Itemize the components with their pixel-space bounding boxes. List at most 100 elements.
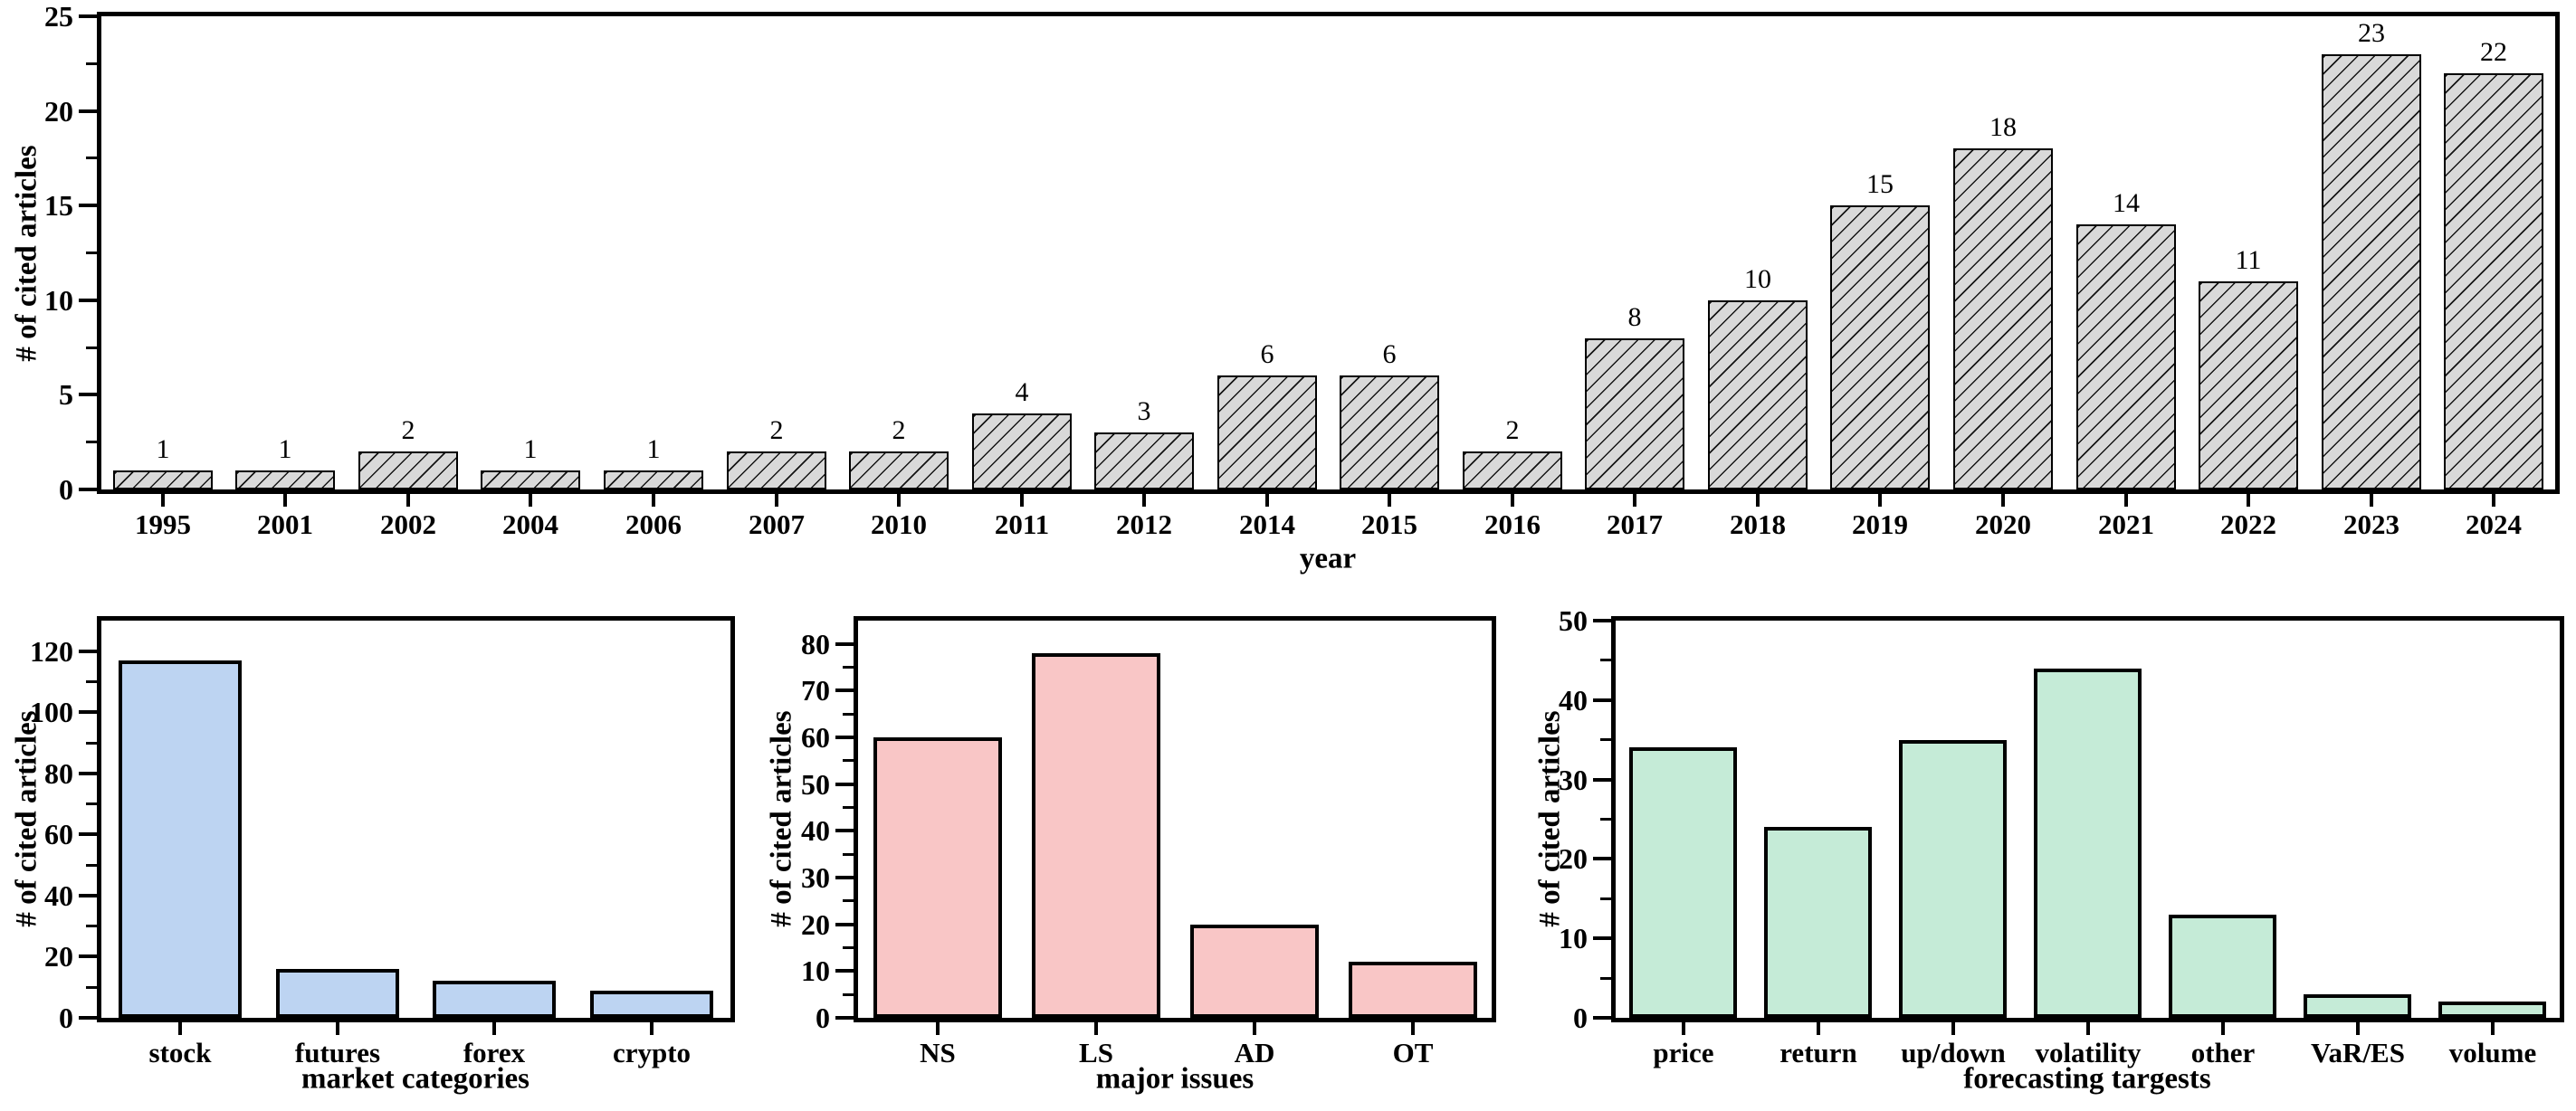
y-tick	[835, 688, 854, 692]
y-tick	[79, 299, 97, 302]
x-tick	[2086, 1022, 2090, 1035]
x-tick	[1142, 494, 1146, 507]
bar-value-label: 22	[2480, 37, 2507, 67]
x-tick-label: 2001	[257, 508, 313, 540]
y-tick	[1593, 698, 1611, 702]
y-minor-tick	[86, 252, 97, 254]
y-tick-label: 25	[44, 0, 73, 33]
bar-volatility	[2034, 669, 2142, 1018]
x-tick-label: 2023	[2343, 508, 2399, 540]
y-tick	[79, 488, 97, 491]
y-tick	[79, 393, 97, 396]
x-tick-label: LS	[1079, 1037, 1113, 1068]
bar-AD	[1190, 925, 1319, 1018]
y-tick-label: 15	[44, 189, 73, 222]
bar-2002	[358, 451, 458, 489]
x-tick-label: volume	[2448, 1037, 2537, 1068]
bar-value-label: 2	[769, 415, 784, 445]
x-tick	[1253, 1022, 1256, 1035]
y-minor-tick	[843, 993, 854, 996]
y-minor-tick	[86, 62, 97, 65]
y-minor-tick	[1600, 897, 1611, 900]
y-tick-label: 20	[1559, 842, 1588, 875]
y-tick-label: 60	[801, 721, 830, 754]
y-minor-tick	[1600, 738, 1611, 741]
bar-value-label: 1	[156, 434, 170, 464]
x-tick	[406, 494, 410, 507]
bar-2016	[1463, 451, 1562, 489]
y-tick-label: 50	[1559, 604, 1588, 637]
y-tick-label: 60	[44, 818, 73, 850]
x-tick-label: OT	[1392, 1037, 1434, 1068]
y-tick	[835, 876, 854, 879]
x-tick	[1020, 494, 1024, 507]
bar-value-label: 10	[1744, 264, 1771, 294]
y-minor-tick	[86, 680, 97, 683]
bar-LS	[1032, 653, 1160, 1018]
bar-2024	[2444, 73, 2543, 489]
y-tick	[79, 832, 97, 836]
y-tick-label: 0	[816, 1002, 830, 1034]
y-tick-label: 20	[44, 95, 73, 128]
x-tick	[1951, 1022, 1955, 1035]
y-tick-label: 0	[59, 473, 73, 506]
x-tick-label: 2002	[380, 508, 436, 540]
x-tick-label: 2019	[1852, 508, 1908, 540]
y-axis-title: # of cited articles	[10, 145, 43, 362]
x-tick	[2370, 494, 2373, 507]
x-tick	[652, 494, 655, 507]
x-tick	[336, 1022, 339, 1035]
x-tick-label: other	[2190, 1037, 2256, 1068]
y-tick	[835, 923, 854, 926]
x-tick	[1633, 494, 1636, 507]
y-tick-label: 100	[30, 696, 73, 728]
x-tick-label: futures	[294, 1037, 381, 1068]
y-tick-label: 40	[1559, 684, 1588, 717]
x-tick	[650, 1022, 654, 1035]
y-tick-label: 80	[44, 757, 73, 790]
bar-2018	[1708, 300, 1808, 489]
x-tick-label: 2024	[2466, 508, 2522, 540]
x-tick-label: VaR/ES	[2311, 1037, 2405, 1068]
bar-value-label: 2	[892, 415, 906, 445]
y-minor-tick	[86, 441, 97, 443]
bar-VaR/ES	[2304, 994, 2411, 1018]
y-minor-tick	[86, 925, 97, 927]
x-tick	[2247, 494, 2250, 507]
y-tick	[1593, 857, 1611, 860]
y-minor-tick	[1600, 977, 1611, 980]
x-tick-label: 2011	[994, 508, 1050, 540]
x-tick	[529, 494, 532, 507]
x-tick	[897, 494, 901, 507]
x-tick-label: 2015	[1361, 508, 1417, 540]
y-tick	[79, 954, 97, 958]
x-tick-label: 1995	[135, 508, 191, 540]
y-tick-label: 40	[801, 814, 830, 847]
y-minor-tick	[86, 157, 97, 159]
bar-forex	[433, 981, 556, 1018]
x-tick-label: NS	[920, 1037, 956, 1068]
y-axis-title: # of cited articles	[765, 710, 798, 927]
x-tick	[2492, 494, 2495, 507]
bar-2022	[2199, 281, 2298, 489]
y-tick-label: 80	[801, 628, 830, 660]
bar-value-label: 6	[1382, 339, 1397, 369]
y-tick	[79, 1016, 97, 1020]
y-minor-tick	[86, 802, 97, 805]
y-minor-tick	[843, 759, 854, 762]
y-tick	[79, 650, 97, 653]
x-tick	[492, 1022, 496, 1035]
y-tick-label: 120	[30, 635, 73, 668]
x-tick-label: 2020	[1975, 508, 2031, 540]
x-tick-label: 2018	[1730, 508, 1786, 540]
bar-value-label: 15	[1866, 169, 1894, 199]
x-tick-label: 2022	[2220, 508, 2276, 540]
x-tick	[2124, 494, 2128, 507]
bar-OT	[1349, 962, 1477, 1018]
x-tick-label: 2021	[2098, 508, 2154, 540]
x-tick-label: forex	[463, 1037, 526, 1068]
bar-crypto	[590, 991, 713, 1018]
x-tick-label: 2007	[749, 508, 805, 540]
bar-up/down	[1899, 740, 2007, 1018]
bar-2006	[604, 470, 703, 489]
